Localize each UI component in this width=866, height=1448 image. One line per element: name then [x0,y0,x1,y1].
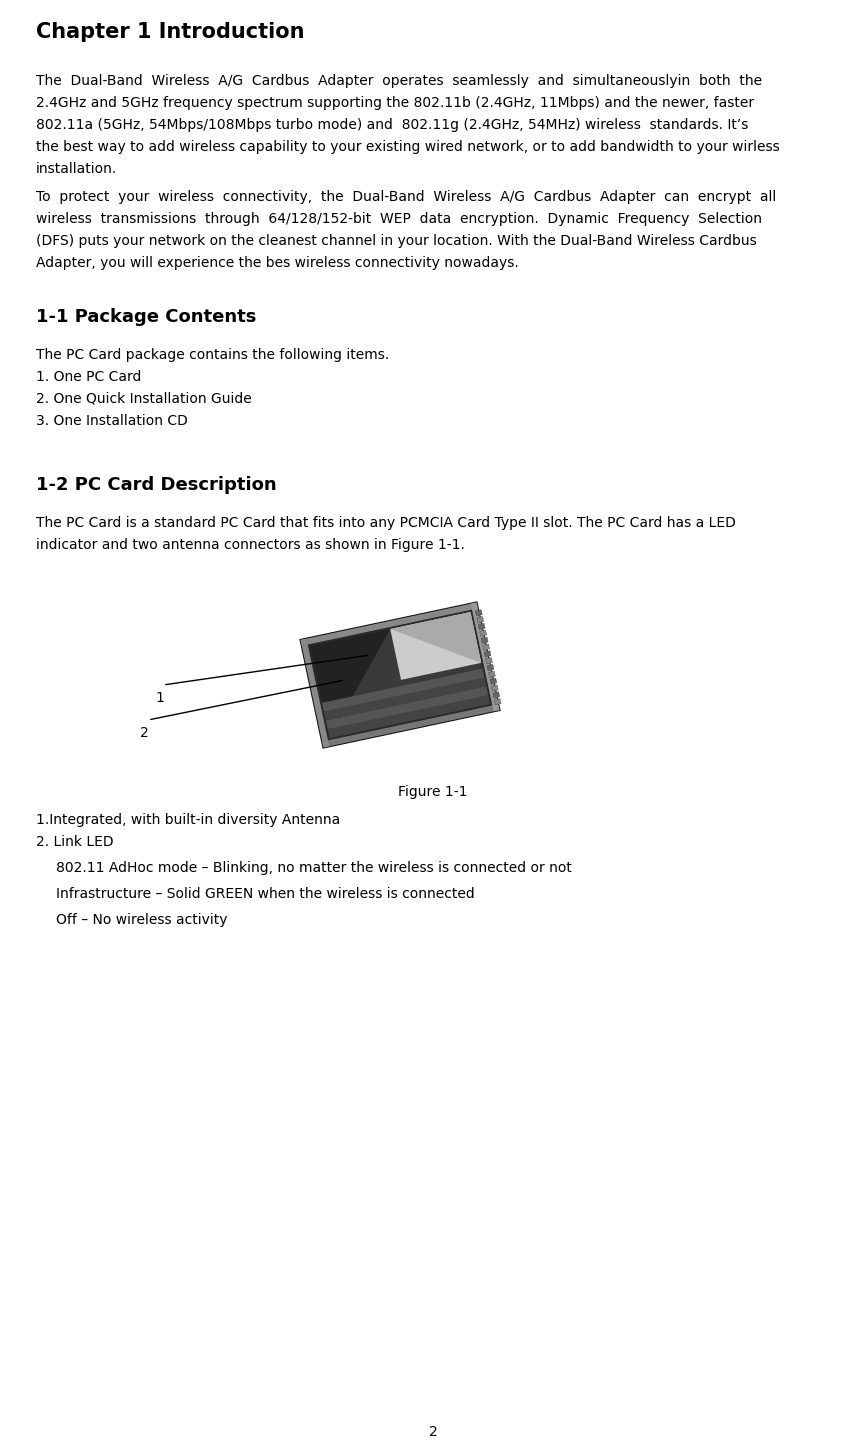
Polygon shape [301,602,500,747]
Polygon shape [484,650,491,657]
Polygon shape [486,657,493,663]
Polygon shape [322,704,500,747]
Text: Chapter 1 Introduction: Chapter 1 Introduction [36,22,305,42]
Polygon shape [391,613,481,663]
Text: 802.11a (5GHz, 54Mbps/108Mbps turbo mode) and  802.11g (2.4GHz, 54MHz) wireless : 802.11a (5GHz, 54Mbps/108Mbps turbo mode… [36,117,748,132]
Polygon shape [327,695,490,738]
Text: To  protect  your  wireless  connectivity,  the  Dual-Band  Wireless  A/G  Cardb: To protect your wireless connectivity, t… [36,190,776,204]
Text: The PC Card package contains the following items.: The PC Card package contains the followi… [36,348,389,362]
Text: 1-2 PC Card Description: 1-2 PC Card Description [36,476,276,494]
Text: 1. One PC Card: 1. One PC Card [36,371,141,384]
Text: 1: 1 [155,691,164,705]
Polygon shape [490,678,497,685]
Polygon shape [310,613,490,738]
Text: 1.Integrated, with built-in diversity Antenna: 1.Integrated, with built-in diversity An… [36,812,340,827]
Polygon shape [493,692,500,698]
Polygon shape [480,630,487,636]
Text: 802.11 AdHoc mode – Blinking, no matter the wireless is connected or not: 802.11 AdHoc mode – Blinking, no matter … [56,862,572,875]
Polygon shape [310,628,391,738]
Text: 2. One Quick Installation Guide: 2. One Quick Installation Guide [36,392,252,405]
Text: (DFS) puts your network on the cleanest channel in your location. With the Dual-: (DFS) puts your network on the cleanest … [36,235,757,248]
Polygon shape [324,678,486,721]
Polygon shape [487,665,494,670]
Text: 3. One Installation CD: 3. One Installation CD [36,414,188,429]
Polygon shape [482,644,489,650]
Text: 2: 2 [429,1425,437,1439]
Polygon shape [471,602,500,711]
Polygon shape [322,669,484,711]
Text: 2. Link LED: 2. Link LED [36,835,113,849]
Text: Adapter, you will experience the bes wireless connectivity nowadays.: Adapter, you will experience the bes wir… [36,256,519,269]
Polygon shape [481,637,488,643]
Polygon shape [301,602,478,646]
Text: 2: 2 [140,725,149,740]
Polygon shape [475,610,482,615]
Text: The  Dual-Band  Wireless  A/G  Cardbus  Adapter  operates  seamlessly  and  simu: The Dual-Band Wireless A/G Cardbus Adapt… [36,74,762,88]
Polygon shape [326,686,488,730]
Polygon shape [488,672,495,678]
Text: the best way to add wireless capability to your existing wired network, or to ad: the best way to add wireless capability … [36,140,779,153]
Text: wireless  transmissions  through  64/128/152-bit  WEP  data  encryption.  Dynami: wireless transmissions through 64/128/15… [36,211,762,226]
Text: 2.4GHz and 5GHz frequency spectrum supporting the 802.11b (2.4GHz, 11Mbps) and t: 2.4GHz and 5GHz frequency spectrum suppo… [36,96,754,110]
Text: installation.: installation. [36,162,117,177]
Text: Infrastructure – Solid GREEN when the wireless is connected: Infrastructure – Solid GREEN when the wi… [56,888,475,901]
Polygon shape [491,685,498,691]
Text: 1-1 Package Contents: 1-1 Package Contents [36,308,256,326]
Text: indicator and two antenna connectors as shown in Figure 1-1.: indicator and two antenna connectors as … [36,539,465,552]
Text: Figure 1-1: Figure 1-1 [398,785,468,799]
Polygon shape [494,699,501,705]
Polygon shape [391,613,481,681]
Polygon shape [478,624,485,630]
Text: The PC Card is a standard PC Card that fits into any PCMCIA Card Type II slot. T: The PC Card is a standard PC Card that f… [36,515,736,530]
Polygon shape [301,639,329,747]
Polygon shape [477,617,484,623]
Text: Off – No wireless activity: Off – No wireless activity [56,914,228,927]
